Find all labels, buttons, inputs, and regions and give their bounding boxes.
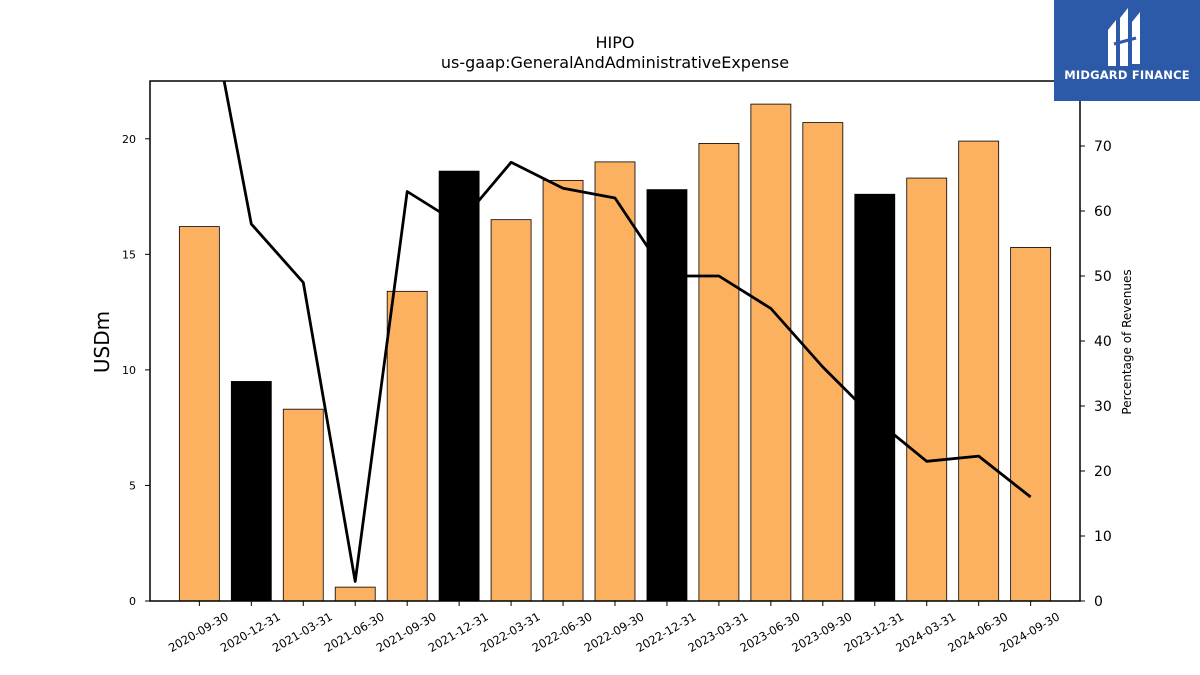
y-tick-label: 20 xyxy=(122,133,136,146)
y2-axis-label: Percentage of Revenues xyxy=(1120,269,1134,414)
y2-tick-label: 40 xyxy=(1094,334,1112,350)
bar-2024-03-31 xyxy=(906,177,948,602)
bar-2021-03-31 xyxy=(282,408,324,602)
bar-2022-03-31 xyxy=(490,219,532,602)
bar-2024-06-30 xyxy=(958,140,1000,602)
bar-2021-09-30 xyxy=(386,290,428,602)
bar-2021-06-30 xyxy=(334,586,376,602)
y2-tick-label: 20 xyxy=(1094,464,1112,480)
bar-2024-09-30 xyxy=(1010,246,1052,602)
chart-subtitle: us-gaap:GeneralAndAdministrativeExpense xyxy=(441,53,789,72)
y2-tick-label: 0 xyxy=(1094,594,1103,610)
chart-title: HIPO xyxy=(596,33,635,52)
midgard-logo-icon xyxy=(1108,8,1140,66)
bar-2023-03-31 xyxy=(698,142,740,602)
y-tick-label: 5 xyxy=(129,479,136,492)
bar-2023-09-30 xyxy=(802,122,844,602)
y2-tick-label: 50 xyxy=(1094,269,1112,285)
bar-2020-09-30 xyxy=(178,226,220,602)
logo-text: MIDGARD FINANCE xyxy=(1064,68,1190,82)
bar-2022-12-31 xyxy=(646,189,688,602)
bar-2021-12-31 xyxy=(438,170,480,602)
y2-tick-label: 60 xyxy=(1094,204,1112,220)
midgard-finance-logo: MIDGARD FINANCE xyxy=(1054,0,1200,101)
y-tick-label: 0 xyxy=(129,595,136,608)
bar-2023-12-31 xyxy=(854,193,896,602)
bar-2022-06-30 xyxy=(542,179,584,602)
y2-tick-label: 70 xyxy=(1094,139,1112,155)
bar-2020-12-31 xyxy=(230,381,272,602)
bars-layer xyxy=(178,103,1052,602)
y2-tick-label: 30 xyxy=(1094,399,1112,415)
y-tick-label: 15 xyxy=(122,248,136,261)
line-layer xyxy=(222,81,1032,583)
y-tick-label: 10 xyxy=(122,364,136,377)
y-axis-label: USDm xyxy=(90,311,114,373)
y2-tick-label: 10 xyxy=(1094,529,1112,545)
bar-2023-06-30 xyxy=(750,103,792,602)
percentage-line xyxy=(222,81,1032,583)
bar-2022-09-30 xyxy=(594,161,636,602)
